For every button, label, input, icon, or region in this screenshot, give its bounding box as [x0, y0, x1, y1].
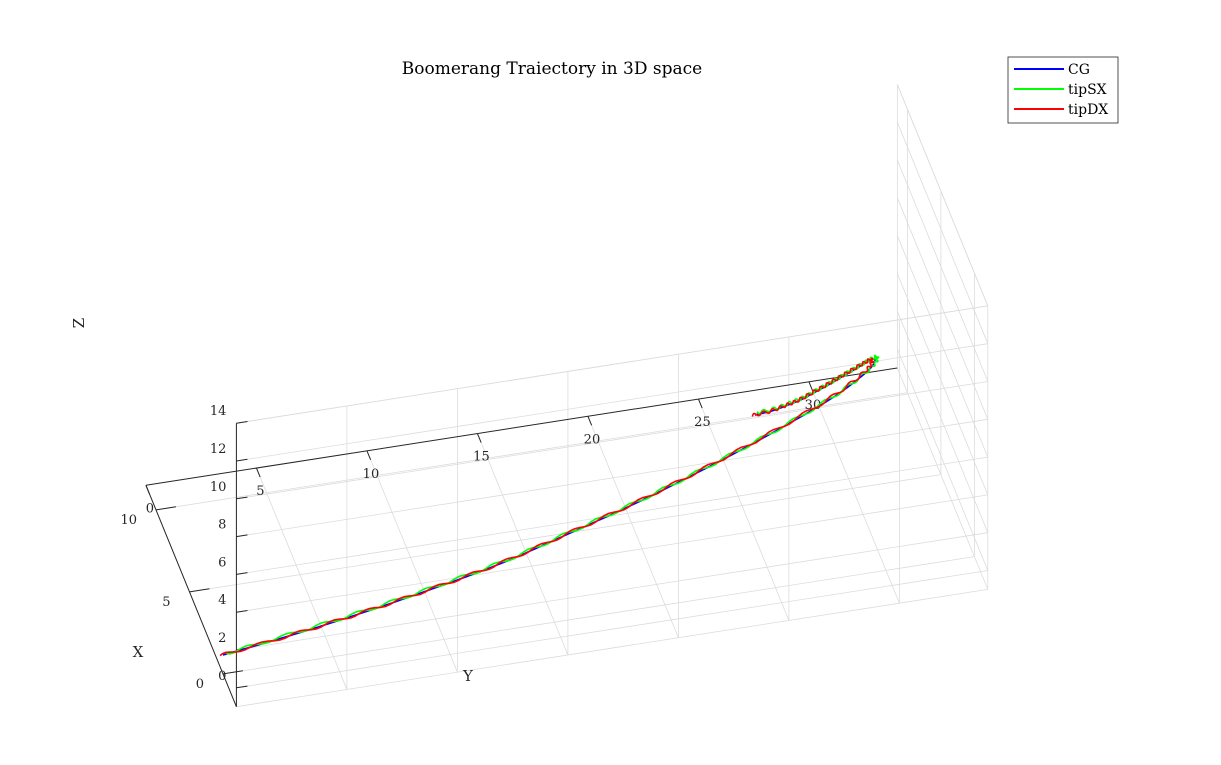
- series-line-cg: [222, 358, 876, 656]
- grid-line-side-z: [896, 235, 989, 458]
- z-tick-mark: [236, 609, 248, 613]
- y-tick-label: 0: [146, 501, 154, 516]
- grid-line-side-z: [896, 273, 989, 496]
- y-tick-label: 10: [363, 467, 380, 482]
- x-axis-line: [145, 485, 237, 707]
- grid-line-side-z: [896, 311, 989, 533]
- z-tick-label: 8: [218, 518, 226, 533]
- y-axis-label: Y: [462, 667, 474, 685]
- y-tick-mark: [808, 381, 814, 392]
- legend-label-tipsx: tipSX: [1068, 82, 1107, 98]
- y-tick-label: 5: [256, 484, 264, 499]
- box-edge: [236, 305, 988, 424]
- grid-line-floor-y: [587, 416, 679, 638]
- x-tick-label: 10: [120, 513, 137, 528]
- z-tick-label: 12: [210, 442, 227, 457]
- z-tick-mark: [236, 534, 248, 538]
- y-tick-mark: [366, 450, 372, 461]
- y-tick-mark: [145, 485, 151, 495]
- legend-label-cg: CG: [1068, 62, 1090, 78]
- grid-layer: [145, 84, 989, 708]
- tick-labels-layer: 0 5 10 15 20 25 30 0 5 10 0 2 4 6 8 10 12 14: [120, 398, 821, 692]
- y-tick-mark: [697, 398, 703, 409]
- grid-line-side-z: [896, 159, 989, 382]
- grid-line-back-z: [236, 532, 988, 651]
- y-tick-label: 30: [805, 398, 822, 413]
- grid-line-floor-y: [366, 450, 458, 673]
- z-tick-label: 2: [218, 631, 226, 646]
- y-axis-line: [145, 367, 898, 486]
- grid-line-floor-x: [155, 392, 908, 511]
- grid-line-back-z: [236, 494, 988, 613]
- grid-line-floor-x: [222, 556, 975, 675]
- grid-line-side-z: [896, 197, 989, 420]
- z-tick-mark: [236, 685, 248, 689]
- z-axis-label: Z: [70, 318, 88, 328]
- x-axis-label: X: [133, 643, 144, 661]
- legend-label-tipdx: tipDX: [1068, 102, 1108, 118]
- grid-line-floor-y: [808, 381, 900, 604]
- x-tick-mark: [222, 670, 243, 675]
- chart-title: Boomerang Traiectory in 3D space: [402, 59, 702, 79]
- y-tick-mark: [255, 467, 261, 478]
- box-edge: [896, 367, 989, 590]
- grid-line-side-z: [896, 348, 989, 571]
- axes-layer: [145, 367, 898, 707]
- box-edge: [236, 589, 988, 708]
- z-tick-mark: [236, 420, 248, 424]
- z-tick-label: 10: [210, 480, 227, 495]
- x-tick-mark: [189, 588, 210, 593]
- legend: CG tipSX tipDX: [1007, 56, 1119, 124]
- y-tick-mark: [476, 433, 482, 443]
- x-tick-mark: [155, 506, 176, 511]
- x-tick-label: 5: [162, 595, 170, 610]
- x-tick-label: 0: [196, 677, 204, 692]
- z-tick-mark: [236, 458, 248, 462]
- z-tick-label: 4: [218, 593, 226, 608]
- y-tick-label: 20: [584, 432, 601, 447]
- series-layer: [219, 354, 880, 657]
- y-tick-label: 25: [694, 415, 711, 430]
- grid-line-side-z: [896, 122, 989, 344]
- z-tick-mark: [236, 496, 248, 500]
- z-tick-label: 14: [210, 404, 227, 419]
- grid-line-floor-y: [477, 433, 569, 656]
- grid-line-back-z: [236, 570, 988, 689]
- box-edge: [896, 84, 989, 307]
- grid-line-floor-y: [256, 467, 348, 690]
- y-tick-mark: [587, 416, 593, 426]
- z-tick-label: 6: [218, 555, 226, 570]
- z-tick-label: 0: [218, 669, 226, 684]
- grid-line-floor-y: [698, 398, 790, 621]
- series-line-tipsx: [226, 354, 880, 655]
- z-tick-mark: [236, 572, 248, 575]
- series-line-tipdx: [219, 357, 875, 657]
- y-tick-label: 15: [473, 450, 490, 465]
- grid-line-back-z: [236, 418, 988, 537]
- grid-line-back-z: [236, 381, 988, 500]
